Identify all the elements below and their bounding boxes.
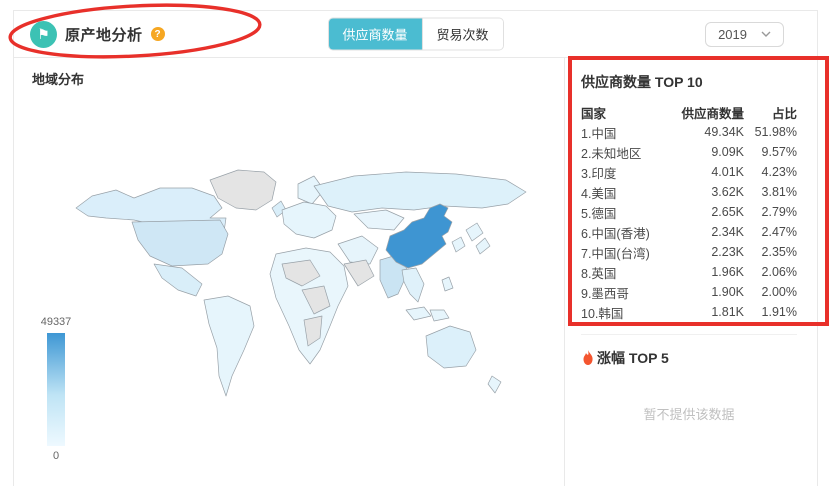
row-share: 2.35% [761, 245, 797, 259]
row-country: 9.墨西哥 [581, 286, 629, 301]
row-share: 2.06% [761, 265, 797, 279]
row-country: 6.中国(香港) [581, 226, 650, 241]
table-row[interactable]: 8.英国 1.96K 2.06% [581, 262, 797, 282]
map-japan [465, 222, 491, 255]
rise-top5-title: 涨幅 TOP 5 [581, 348, 797, 368]
table-row[interactable]: 6.中国(香港) 2.34K 2.47% [581, 222, 797, 242]
map-china [385, 203, 453, 269]
map-korea [451, 236, 466, 253]
tab-trade-count[interactable]: 贸易次数 [421, 18, 503, 50]
row-country: 1.中国 [581, 126, 617, 141]
map-europe [281, 201, 337, 239]
top10-header-row: 国家 供应商数量 占比 [581, 102, 797, 122]
map-mexico [153, 263, 203, 297]
map-indonesia [405, 306, 450, 322]
row-value: 1.90K [711, 285, 744, 299]
tab-supplier-count[interactable]: 供应商数量 [328, 18, 422, 50]
empty-data-text: 暂不提供该数据 [643, 407, 735, 422]
flame-icon [583, 350, 593, 365]
table-row[interactable]: 7.中国(台湾) 2.23K 2.35% [581, 242, 797, 262]
map-arabia [343, 259, 375, 287]
header-left: ⚑ 原产地分析 ? [30, 20, 165, 48]
table-row[interactable]: 2.未知地区 9.09K 9.57% [581, 142, 797, 162]
origin-analysis-card: ⚑ 原产地分析 ? 供应商数量 贸易次数 2019 [13, 10, 818, 486]
map-middle-east [337, 235, 379, 265]
year-select-value: 2019 [718, 26, 747, 42]
row-share: 2.00% [761, 285, 797, 299]
year-select[interactable]: 2019 [705, 21, 784, 47]
map-panel: 地域分布 49337 0 [14, 58, 565, 486]
legend-min-label: 0 [52, 450, 60, 462]
row-share: 2.47% [761, 225, 797, 239]
table-row[interactable]: 1.中国 49.34K 51.98% [581, 122, 797, 142]
flag-glyph: ⚑ [37, 26, 50, 42]
row-value: 9.09K [711, 145, 744, 159]
top10-table: 国家 供应商数量 占比 1.中国 49.34K 51.98% 2.未知地区 9.09K… [581, 102, 797, 322]
map-australia [425, 325, 477, 369]
metric-tabs: 供应商数量 贸易次数 [327, 17, 504, 51]
table-row[interactable]: 3.印度 4.01K 4.23% [581, 162, 797, 182]
map-greenland [209, 169, 277, 211]
col-share: 占比 [771, 106, 797, 121]
map-philippines [441, 276, 454, 292]
row-country: 4.美国 [581, 186, 617, 201]
map-new-zealand [487, 375, 502, 394]
map-se-asia [401, 267, 425, 303]
row-value: 49.34K [704, 125, 744, 139]
rise-top5-section: 涨幅 TOP 5 暂不提供该数据 [581, 334, 797, 486]
table-row[interactable]: 9.墨西哥 1.90K 2.00% [581, 282, 797, 302]
row-value: 2.23K [711, 245, 744, 259]
table-row[interactable]: 4.美国 3.62K 3.81% [581, 182, 797, 202]
row-value: 1.81K [711, 305, 744, 319]
row-share: 1.91% [761, 305, 797, 319]
row-share: 2.79% [761, 205, 797, 219]
row-share: 9.57% [761, 145, 797, 159]
side-panel: 供应商数量 TOP 10 国家 供应商数量 占比 1.中国 49.34K 51.98… [565, 58, 817, 486]
top10-title: 供应商数量 TOP 10 [581, 74, 703, 90]
row-value: 2.34K [711, 225, 744, 239]
row-country: 10.韩国 [581, 306, 624, 321]
flag-icon: ⚑ [30, 20, 57, 48]
world-map[interactable] [14, 58, 566, 486]
row-country: 7.中国(台湾) [581, 246, 650, 261]
map-africa-grey-2 [301, 285, 331, 315]
map-title: 地域分布 [32, 72, 85, 87]
row-value: 1.96K [711, 265, 744, 279]
help-icon[interactable]: ? [150, 27, 165, 41]
map-usa [131, 219, 229, 267]
map-russia [313, 171, 527, 213]
card-header: ⚑ 原产地分析 ? 供应商数量 贸易次数 2019 [14, 11, 817, 58]
page-title: 原产地分析 [65, 26, 143, 44]
rise-top5-label: 涨幅 TOP 5 [597, 350, 669, 366]
chevron-down-icon [761, 31, 771, 37]
row-country: 2.未知地区 [581, 146, 642, 161]
map-south-america [203, 295, 255, 397]
table-row[interactable]: 5.德国 2.65K 2.79% [581, 202, 797, 222]
col-country: 国家 [581, 106, 607, 121]
row-value: 4.01K [711, 165, 744, 179]
map-africa-grey-1 [281, 259, 321, 287]
row-value: 2.65K [711, 205, 744, 219]
row-country: 3.印度 [581, 166, 617, 181]
legend-max-label: 49337 [40, 316, 72, 328]
row-share: 51.98% [754, 125, 797, 139]
map-legend: 49337 0 [36, 316, 76, 462]
table-row[interactable]: 10.韩国 1.81K 1.91% [581, 302, 797, 322]
row-share: 3.81% [761, 185, 797, 199]
row-country: 5.德国 [581, 206, 617, 221]
row-country: 8.英国 [581, 266, 617, 281]
row-share: 4.23% [761, 165, 797, 179]
map-africa-grey-3 [303, 315, 323, 347]
row-value: 3.62K [711, 185, 744, 199]
col-supplier-count: 供应商数量 [681, 106, 744, 121]
legend-gradient-bar [47, 333, 65, 446]
map-scandinavia [297, 175, 325, 205]
map-central-asia [353, 209, 405, 231]
card-body: 地域分布 49337 0 供应商数量 TOP 10 国家 供应商数量 占比 [14, 58, 817, 486]
